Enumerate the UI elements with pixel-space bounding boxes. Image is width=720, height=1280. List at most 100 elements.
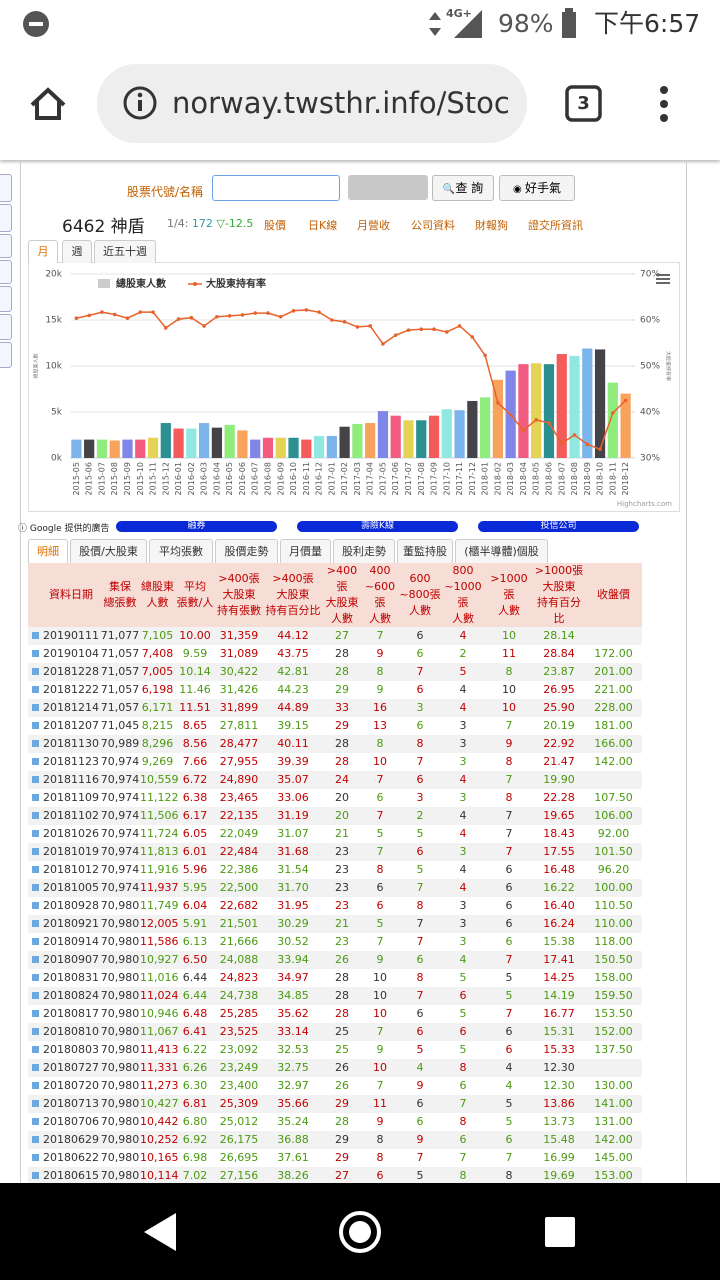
table-cell: 8 [441, 1167, 485, 1183]
row-checkbox[interactable] [28, 1023, 42, 1041]
detail-tab[interactable]: 董監持股 [397, 539, 453, 563]
row-checkbox[interactable] [28, 1149, 42, 1167]
bar [326, 435, 337, 458]
gray-button[interactable] [348, 175, 428, 200]
lucky-button[interactable]: ◉ 好手氣 [499, 175, 575, 201]
line-marker [240, 313, 245, 317]
row-checkbox[interactable] [28, 861, 42, 879]
table-cell: 34.97 [277, 971, 309, 984]
row-checkbox[interactable] [28, 753, 42, 771]
stock-link[interactable]: 證交所資訊 [528, 219, 583, 232]
row-checkbox[interactable] [28, 915, 42, 933]
row-checkbox[interactable] [28, 717, 42, 735]
ad-link[interactable]: 投信公司 [478, 521, 639, 532]
period-tab[interactable]: 月 [28, 240, 58, 263]
table-cell: 20181026 [43, 827, 99, 840]
row-checkbox[interactable] [28, 1077, 42, 1095]
row-checkbox[interactable] [28, 1095, 42, 1113]
stock-link[interactable]: 公司資料 [411, 219, 455, 232]
table-cell: 70,980 [100, 987, 140, 1005]
table-cell: 5 [361, 915, 399, 933]
row-checkbox[interactable] [28, 807, 42, 825]
row-checkbox[interactable] [28, 1113, 42, 1131]
detail-tab[interactable]: 月價量 [280, 539, 331, 563]
table-cell: 24,890 [215, 771, 263, 789]
ad-link[interactable]: 壽險K線 [297, 521, 458, 532]
bar [428, 415, 440, 458]
side-tab[interactable] [0, 204, 12, 232]
url-box[interactable] [97, 64, 527, 143]
detail-tab[interactable]: (櫃半導體)個股 [455, 539, 548, 563]
ad-link[interactable]: 融券 [116, 521, 277, 532]
table-row: 20181228 71,057 7,005 10.14 30,422 42.81 28 8 7 5… [28, 663, 642, 681]
row-checkbox[interactable] [28, 951, 42, 969]
stock-link[interactable]: 日K線 [308, 219, 338, 232]
table-cell: 28 [335, 647, 349, 660]
row-checkbox[interactable] [28, 771, 42, 789]
table-cell: 110.00 [585, 915, 642, 933]
detail-tab[interactable]: 股利走勢 [333, 539, 395, 563]
table-cell: 7 [416, 755, 424, 768]
row-checkbox[interactable] [28, 699, 42, 717]
row-checkbox[interactable] [28, 897, 42, 915]
row-checkbox[interactable] [28, 1167, 42, 1183]
detail-tab[interactable]: 股價/大股東 [70, 539, 147, 563]
row-checkbox[interactable] [28, 663, 42, 681]
row-checkbox[interactable] [28, 1041, 42, 1059]
table-cell: 6 [399, 627, 441, 645]
table-cell: 6.80 [182, 1115, 208, 1128]
line-marker [163, 326, 168, 330]
row-checkbox[interactable] [28, 627, 42, 645]
side-tab[interactable] [0, 314, 12, 340]
side-tab[interactable] [0, 286, 12, 312]
x-tick-label: 2015-08 [110, 462, 119, 495]
detail-tab[interactable]: 股價走勢 [215, 539, 278, 563]
table-cell: 181.00 [594, 719, 633, 732]
table-cell: 8 [361, 663, 399, 681]
line [76, 309, 627, 451]
recents-button[interactable] [545, 1217, 575, 1247]
x-tick-label: 2017-12 [468, 462, 477, 495]
table-cell: 118.00 [594, 935, 633, 948]
home-nav[interactable] [339, 1211, 381, 1253]
row-checkbox[interactable] [28, 825, 42, 843]
detail-tab[interactable]: 平均張數 [149, 539, 213, 563]
detail-tab[interactable]: 明細 [28, 539, 68, 563]
table-cell: 20181109 [43, 791, 99, 804]
row-checkbox[interactable] [28, 1059, 42, 1077]
stock-link[interactable]: 月營收 [357, 219, 390, 232]
side-tab[interactable] [0, 234, 12, 258]
url[interactable]: norway.twsthr.info/Stoc [172, 86, 510, 120]
row-checkbox[interactable] [28, 879, 42, 897]
row-checkbox[interactable] [28, 789, 42, 807]
period-tab[interactable]: 近五十週 [94, 240, 156, 263]
side-tab[interactable] [0, 174, 12, 202]
back-button[interactable] [144, 1213, 176, 1251]
ads-label: ⓘ Google 提供的廣告 [18, 524, 110, 534]
table-cell: 23,400 [219, 1079, 259, 1092]
bar [96, 439, 108, 458]
table-cell: 28 [335, 1007, 349, 1020]
row-checkbox[interactable] [28, 987, 42, 1005]
row-checkbox[interactable] [28, 681, 42, 699]
row-checkbox[interactable] [28, 645, 42, 663]
table-cell: 70,974 [100, 827, 140, 840]
side-tab[interactable] [0, 260, 12, 284]
table-cell: 29 [323, 1095, 361, 1113]
query-button[interactable]: 🔍查 詢 [432, 175, 494, 201]
table-cell: 11,813 [140, 843, 179, 861]
search-input[interactable] [212, 175, 340, 201]
period-tab[interactable]: 週 [62, 240, 92, 263]
bar [492, 379, 503, 458]
row-checkbox[interactable] [28, 933, 42, 951]
row-checkbox[interactable] [28, 1005, 42, 1023]
stock-link[interactable]: 股價 [264, 219, 286, 232]
row-checkbox[interactable] [28, 735, 42, 753]
stock-link[interactable]: 財報狗 [475, 219, 508, 232]
row-checkbox[interactable] [28, 969, 42, 987]
home-button[interactable] [30, 87, 66, 120]
tab-switcher[interactable] [565, 85, 602, 122]
row-checkbox[interactable] [28, 1131, 42, 1149]
side-tab[interactable] [0, 342, 12, 368]
row-checkbox[interactable] [28, 843, 42, 861]
